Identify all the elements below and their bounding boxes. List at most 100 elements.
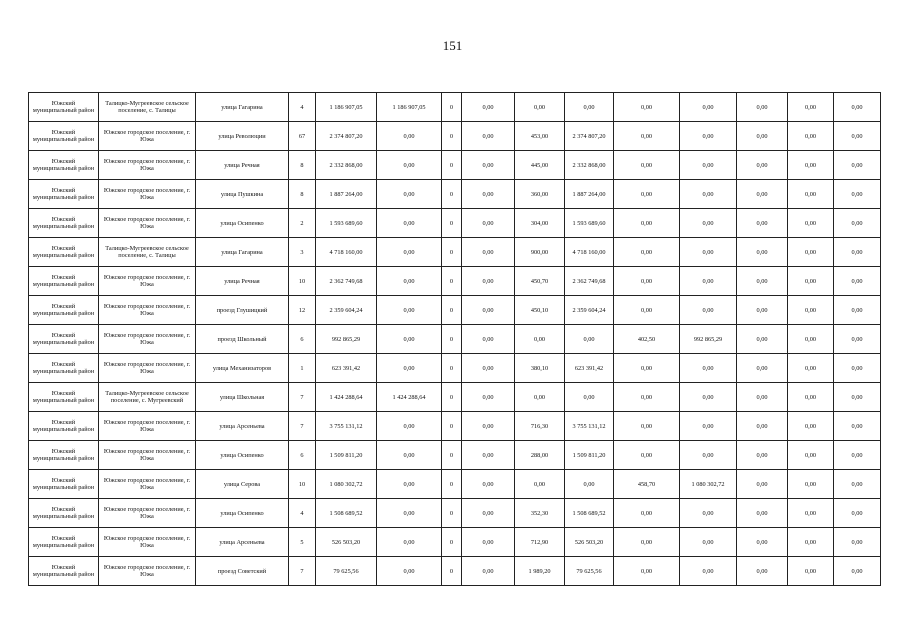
cell-house-number: 7 bbox=[288, 382, 316, 412]
cell-house-number: 2 bbox=[288, 208, 316, 238]
table-row: Южский муниципальный район Южское городск… bbox=[28, 440, 881, 470]
cell-count-col: 0 bbox=[441, 208, 462, 238]
cell-value-col-4: 0,00 bbox=[461, 440, 515, 470]
cell-street: улица Осипенко bbox=[195, 208, 289, 238]
cell-cost-col-3: 2 362 749,68 bbox=[564, 266, 614, 296]
cell-district: Южский муниципальный район bbox=[28, 92, 99, 122]
cell-settlement: Южское городское поселение, г. Южа bbox=[98, 469, 196, 499]
cell-total-cost: 2 359 604,24 bbox=[315, 295, 377, 325]
cell-district: Южский муниципальный район bbox=[28, 382, 99, 412]
cell-value-col-6: 0,00 bbox=[787, 440, 834, 470]
cell-value-col-6: 0,00 bbox=[787, 527, 834, 557]
cell-cost-col-4: 1 080 302,72 bbox=[679, 469, 737, 499]
cell-count-col: 0 bbox=[441, 266, 462, 296]
cell-district: Южский муниципальный район bbox=[28, 411, 99, 441]
cell-value-col-5: 0,00 bbox=[736, 324, 788, 354]
cell-district: Южский муниципальный район bbox=[28, 498, 99, 528]
table-row: Южский муниципальный район Южское городск… bbox=[28, 324, 881, 354]
cell-cost-col-3: 3 755 131,12 bbox=[564, 411, 614, 441]
cell-settlement: Южское городское поселение, г. Южа bbox=[98, 411, 196, 441]
cell-area-col-2: 0,00 bbox=[613, 179, 680, 209]
cell-cost-col-4: 0,00 bbox=[679, 527, 737, 557]
cell-house-number: 5 bbox=[288, 527, 316, 557]
cell-area-col-1: 0,00 bbox=[514, 382, 565, 412]
cell-count-col: 0 bbox=[441, 440, 462, 470]
cell-value-col-5: 0,00 bbox=[736, 121, 788, 151]
cell-street: проезд Глушицкий bbox=[195, 295, 289, 325]
cell-value-col-4: 0,00 bbox=[461, 382, 515, 412]
cell-district: Южский муниципальный район bbox=[28, 179, 99, 209]
cell-area-col-2: 0,00 bbox=[613, 556, 680, 586]
cell-count-col: 0 bbox=[441, 121, 462, 151]
cell-area-col-1: 445,00 bbox=[514, 150, 565, 180]
cell-area-col-2: 0,00 bbox=[613, 382, 680, 412]
cell-value-col-7: 0,00 bbox=[833, 324, 881, 354]
cell-count-col: 0 bbox=[441, 469, 462, 499]
cell-cost-col-2: 0,00 bbox=[376, 411, 442, 441]
cell-value-col-7: 0,00 bbox=[833, 179, 881, 209]
cell-value-col-6: 0,00 bbox=[787, 179, 834, 209]
cell-house-number: 10 bbox=[288, 469, 316, 499]
cell-value-col-7: 0,00 bbox=[833, 208, 881, 238]
cell-cost-col-3: 4 718 160,00 bbox=[564, 237, 614, 267]
cell-count-col: 0 bbox=[441, 324, 462, 354]
cell-value-col-4: 0,00 bbox=[461, 556, 515, 586]
cell-cost-col-2: 0,00 bbox=[376, 353, 442, 383]
cell-cost-col-4: 0,00 bbox=[679, 179, 737, 209]
cell-value-col-6: 0,00 bbox=[787, 382, 834, 412]
cell-total-cost: 3 755 131,12 bbox=[315, 411, 377, 441]
cell-value-col-4: 0,00 bbox=[461, 469, 515, 499]
cell-area-col-2: 0,00 bbox=[613, 295, 680, 325]
cell-count-col: 0 bbox=[441, 498, 462, 528]
table-row: Южский муниципальный район Талицко-Мугрее… bbox=[28, 382, 881, 412]
cell-value-col-6: 0,00 bbox=[787, 353, 834, 383]
cell-total-cost: 2 374 807,20 bbox=[315, 121, 377, 151]
cell-value-col-5: 0,00 bbox=[736, 440, 788, 470]
cell-value-col-4: 0,00 bbox=[461, 498, 515, 528]
table-row: Южский муниципальный район Южское городск… bbox=[28, 295, 881, 325]
cell-value-col-6: 0,00 bbox=[787, 266, 834, 296]
cell-district: Южский муниципальный район bbox=[28, 556, 99, 586]
cell-area-col-2: 0,00 bbox=[613, 208, 680, 238]
cell-cost-col-4: 992 865,29 bbox=[679, 324, 737, 354]
cell-cost-col-3: 0,00 bbox=[564, 469, 614, 499]
cell-cost-col-3: 1 593 689,60 bbox=[564, 208, 614, 238]
cell-street: улица Осипенко bbox=[195, 440, 289, 470]
cell-district: Южский муниципальный район bbox=[28, 469, 99, 499]
cell-cost-col-2: 0,00 bbox=[376, 295, 442, 325]
cell-street: улица Революции bbox=[195, 121, 289, 151]
cell-street: улица Механизаторов bbox=[195, 353, 289, 383]
table-row: Южский муниципальный район Талицко-Мугрее… bbox=[28, 92, 881, 122]
cell-settlement: Южское городское поселение, г. Южа bbox=[98, 121, 196, 151]
cell-value-col-7: 0,00 bbox=[833, 353, 881, 383]
cell-street: улица Арсеньева bbox=[195, 527, 289, 557]
cell-value-col-7: 0,00 bbox=[833, 469, 881, 499]
cell-value-col-4: 0,00 bbox=[461, 411, 515, 441]
table-row: Южский муниципальный район Южское городск… bbox=[28, 527, 881, 557]
table-row: Южский муниципальный район Южское городск… bbox=[28, 469, 881, 499]
cell-house-number: 12 bbox=[288, 295, 316, 325]
data-table: Южский муниципальный район Талицко-Мугрее… bbox=[28, 92, 881, 586]
cell-value-col-5: 0,00 bbox=[736, 411, 788, 441]
cell-value-col-6: 0,00 bbox=[787, 295, 834, 325]
cell-value-col-6: 0,00 bbox=[787, 121, 834, 151]
table-row: Южский муниципальный район Южское городск… bbox=[28, 353, 881, 383]
cell-district: Южский муниципальный район bbox=[28, 266, 99, 296]
cell-cost-col-2: 0,00 bbox=[376, 266, 442, 296]
cell-house-number: 8 bbox=[288, 179, 316, 209]
cell-district: Южский муниципальный район bbox=[28, 295, 99, 325]
cell-street: улица Речная bbox=[195, 150, 289, 180]
cell-street: улица Школьная bbox=[195, 382, 289, 412]
cell-settlement: Южское городское поселение, г. Южа bbox=[98, 498, 196, 528]
cell-area-col-1: 450,70 bbox=[514, 266, 565, 296]
cell-value-col-7: 0,00 bbox=[833, 237, 881, 267]
cell-value-col-7: 0,00 bbox=[833, 556, 881, 586]
cell-count-col: 0 bbox=[441, 295, 462, 325]
cell-area-col-2: 458,70 bbox=[613, 469, 680, 499]
cell-cost-col-4: 0,00 bbox=[679, 556, 737, 586]
cell-cost-col-2: 0,00 bbox=[376, 469, 442, 499]
cell-cost-col-2: 0,00 bbox=[376, 324, 442, 354]
cell-area-col-2: 0,00 bbox=[613, 121, 680, 151]
cell-value-col-7: 0,00 bbox=[833, 527, 881, 557]
cell-area-col-1: 288,00 bbox=[514, 440, 565, 470]
